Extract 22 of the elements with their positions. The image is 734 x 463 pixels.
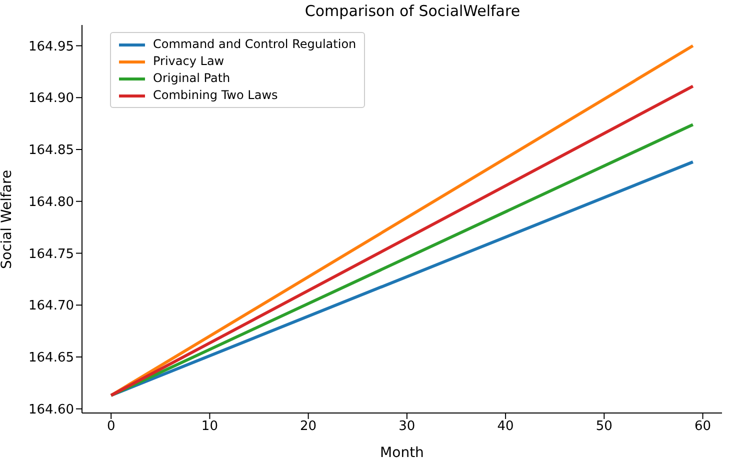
x-axis-title: Month bbox=[380, 445, 424, 461]
y-tick-label: 164.75 bbox=[28, 246, 74, 262]
y-axis-title: Social Welfare bbox=[0, 170, 15, 269]
y-tick-label: 164.95 bbox=[28, 39, 74, 54]
y-tick-label: 164.90 bbox=[28, 91, 74, 106]
legend-label: Command and Control Regulation bbox=[153, 36, 356, 53]
x-tick-label: 0 bbox=[106, 419, 116, 434]
y-tick-label: 164.60 bbox=[28, 402, 74, 418]
chart-title: Comparison of SocialWelfare bbox=[304, 2, 522, 20]
y-tick-label: 164.80 bbox=[28, 194, 74, 210]
x-tick-label: 30 bbox=[398, 419, 416, 434]
x-tick-label: 20 bbox=[300, 419, 317, 434]
x-tick-label: 50 bbox=[596, 419, 612, 434]
y-tick-label: 164.70 bbox=[28, 298, 74, 314]
legend-label: Original Path bbox=[153, 70, 230, 87]
y-tick-label: 164.65 bbox=[28, 350, 74, 366]
legend-label: Combining Two Laws bbox=[153, 87, 278, 104]
y-tick-label: 164.85 bbox=[28, 143, 74, 158]
legend-label: Privacy Law bbox=[153, 53, 224, 70]
x-tick-label: 60 bbox=[694, 419, 712, 434]
x-tick-label: 40 bbox=[497, 419, 514, 434]
x-tick-label: 10 bbox=[201, 419, 218, 434]
